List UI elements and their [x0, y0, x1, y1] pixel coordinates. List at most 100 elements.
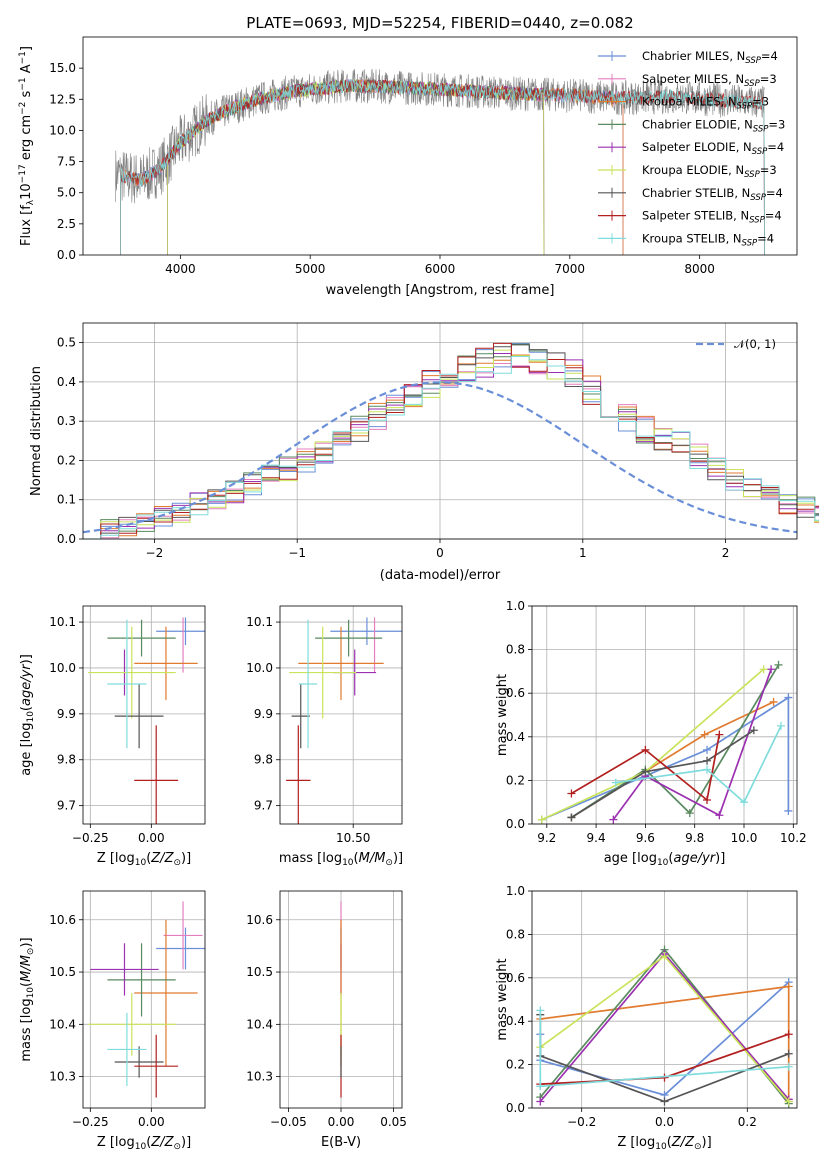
age-vs-z-ylabel-part: age/yr	[19, 663, 34, 706]
weight-series-marker	[567, 789, 576, 798]
age-vs-z-xlabel: Z [log10(Z/Z⊙)]	[97, 851, 191, 868]
legend-entry-part: =3	[760, 72, 777, 86]
age-vs-z-ylabel-part: )]	[19, 654, 34, 664]
age-vs-mass-ytick-label: 9.9	[254, 707, 273, 721]
mass-vs-ebv-xlabel-part: E(B-V)	[321, 1135, 361, 1150]
legend-entry-part: Chabrier STELIB, N	[642, 186, 750, 200]
age-vs-mass-xlabel: mass [log10(M/M⊙)]	[279, 851, 403, 868]
weight-vs-age-xtick-label: 9.8	[685, 831, 704, 845]
weight-vs-z-xlabel-part: 10	[655, 1142, 667, 1152]
legend-entry: Chabrier STELIB, NSSP=4	[642, 186, 783, 203]
spectrum-ylabel-part: 10	[19, 183, 34, 200]
spectrum-ylabel-part: −1	[18, 51, 28, 64]
spectrum-ytick-label: 5.0	[57, 186, 76, 200]
age-vs-z-ytick-label: 9.9	[57, 707, 76, 721]
legend-entry-part: Salpeter MILES, N	[642, 72, 744, 86]
age-vs-z-panel: −0.25 0.009.79.89.910.010.1Z [log10(Z/Z⊙)…	[19, 605, 206, 868]
mass-vs-z-ylabel-part: 10	[26, 987, 36, 999]
legend-entry-part: =4	[765, 209, 782, 223]
weight-vs-age-ytick-label: 0.8	[506, 643, 525, 657]
weight-series-marker	[703, 796, 712, 805]
legend-entry-part: SSP	[750, 193, 766, 203]
mass-vs-z-xtick-label: 0.00	[138, 1115, 165, 1129]
spectrum-ylabel: Flux [fλ10−17 erg cm−2 s−1 A−1]	[18, 46, 36, 246]
mass-vs-ebv-ytick-label: 10.5	[246, 965, 273, 979]
weight-vs-z-ytick-label: 0.6	[506, 971, 525, 985]
mass-vs-z-frame	[82, 890, 206, 1109]
spectrum-ytick-label: 2.5	[57, 217, 76, 231]
legend-entry-part: =3	[768, 117, 785, 131]
spectrum-ylabel-part: Flux [f	[19, 205, 34, 246]
weight-series-marker	[703, 745, 712, 754]
weight-vs-age-frame	[531, 605, 798, 825]
age-vs-z-frame	[82, 605, 206, 825]
spectrum-xlabel: wavelength [Angstrom, rest frame]	[326, 283, 555, 298]
spectrum-ytick-label: 7.5	[57, 155, 76, 169]
weight-vs-z-ytick-label: 0.8	[506, 927, 525, 941]
weight-series-line	[615, 725, 782, 804]
weight-vs-age-xlabel-part: (	[668, 851, 673, 866]
spectrum-xtick-label: 6000	[425, 262, 456, 276]
weight-series-marker	[715, 811, 724, 820]
weight-series-marker	[685, 809, 694, 818]
weight-vs-age-ytick-label: 0.4	[506, 730, 525, 744]
weight-series-marker	[784, 693, 793, 702]
legend-entry-part: Salpeter STELIB, N	[642, 209, 749, 223]
residuals-xtick-label: 2	[722, 546, 730, 560]
mass-vs-ebv-ytick-label: 10.4	[246, 1017, 273, 1031]
age-vs-z-ylabel: age [log10(age/yr)]	[19, 654, 36, 776]
age-vs-mass-xlabel-part: ⊙	[385, 858, 393, 868]
spectrum-xtick-label: 5000	[295, 262, 326, 276]
gaussian-reference-line	[82, 381, 798, 534]
legend-entry-part: SSP	[753, 124, 769, 134]
weight-vs-age-ytick-label: 0.2	[506, 773, 525, 787]
spectrum-xtick-label: 4000	[165, 262, 196, 276]
weight-series-marker	[536, 1006, 545, 1015]
mass-vs-z-ytick-label: 10.6	[49, 913, 76, 927]
mass-vs-z-ylabel-part: M/M	[19, 955, 34, 982]
residuals-xtick-label: 1	[579, 546, 587, 560]
weight-series-marker	[784, 982, 793, 991]
legend-entry-part: SSP	[744, 79, 760, 89]
weight-series-marker	[784, 1030, 793, 1039]
weight-series-marker	[749, 726, 758, 735]
residuals-ytick-label: 0.0	[57, 532, 76, 546]
legend-entry-part: =4	[757, 231, 774, 245]
residuals-ytick-label: 0.5	[57, 336, 76, 350]
age-vs-mass-xlabel-part: 10	[342, 858, 354, 868]
age-vs-z-ytick-label: 9.7	[57, 799, 76, 813]
spectrum-ytick-label: 0.0	[57, 248, 76, 262]
gaussian-legend-label: 𝒩(0, 1)	[734, 337, 776, 351]
age-vs-z-xlabel-part: ⊙	[173, 858, 181, 868]
age-vs-z-ylabel-part: 10	[26, 711, 36, 723]
age-vs-mass-ytick-label: 9.7	[254, 799, 273, 813]
spectrum-model-line	[120, 78, 765, 255]
age-vs-z-xlabel-part: Z [log	[97, 851, 135, 866]
age-vs-z-xlabel-part: Z/Z	[150, 851, 174, 866]
legend-entry-part: =4	[761, 49, 778, 63]
legend-entry: Salpeter STELIB, NSSP=4	[642, 209, 782, 226]
mass-vs-z-xlabel-part: )]	[181, 1135, 191, 1150]
legend-entry-part: Salpeter ELODIE, N	[642, 140, 752, 154]
residuals-ytick-label: 0.4	[57, 375, 76, 389]
legend-entry-part: =3	[760, 163, 777, 177]
legend-entry: Kroupa ELODIE, NSSP=3	[642, 163, 777, 180]
age-vs-z-xtick-label: −0.25	[72, 831, 109, 845]
weight-series-marker	[774, 660, 783, 669]
weight-vs-age-xlabel-part: )]	[715, 851, 725, 866]
weight-series-line	[570, 734, 721, 802]
age-vs-mass-ytick-label: 10.1	[246, 615, 273, 629]
weight-series-marker	[759, 665, 768, 674]
weight-series-marker	[537, 815, 546, 824]
weight-vs-z-panel: −0.2 0.0 0.2 0.0 0.2 0.4 0.6 0.8 1.0 Z [log10(Z/Z…	[495, 884, 798, 1152]
mass-vs-ebv-ytick-label: 10.6	[246, 913, 273, 927]
mass-vs-z-ylabel-part: (	[19, 982, 34, 987]
mass-vs-ebv-xtick-label: 0.00	[328, 1115, 355, 1129]
mass-vs-z-xlabel-part: Z [log	[97, 1135, 135, 1150]
mass-vs-ebv-ytick-label: 10.3	[246, 1070, 273, 1084]
weight-vs-z-ytick-label: 1.0	[506, 884, 525, 898]
mass-vs-z-ylabel: mass [log10(M/M⊙)]	[19, 937, 36, 1061]
weight-vs-age-xlabel-part: 10	[657, 858, 669, 868]
